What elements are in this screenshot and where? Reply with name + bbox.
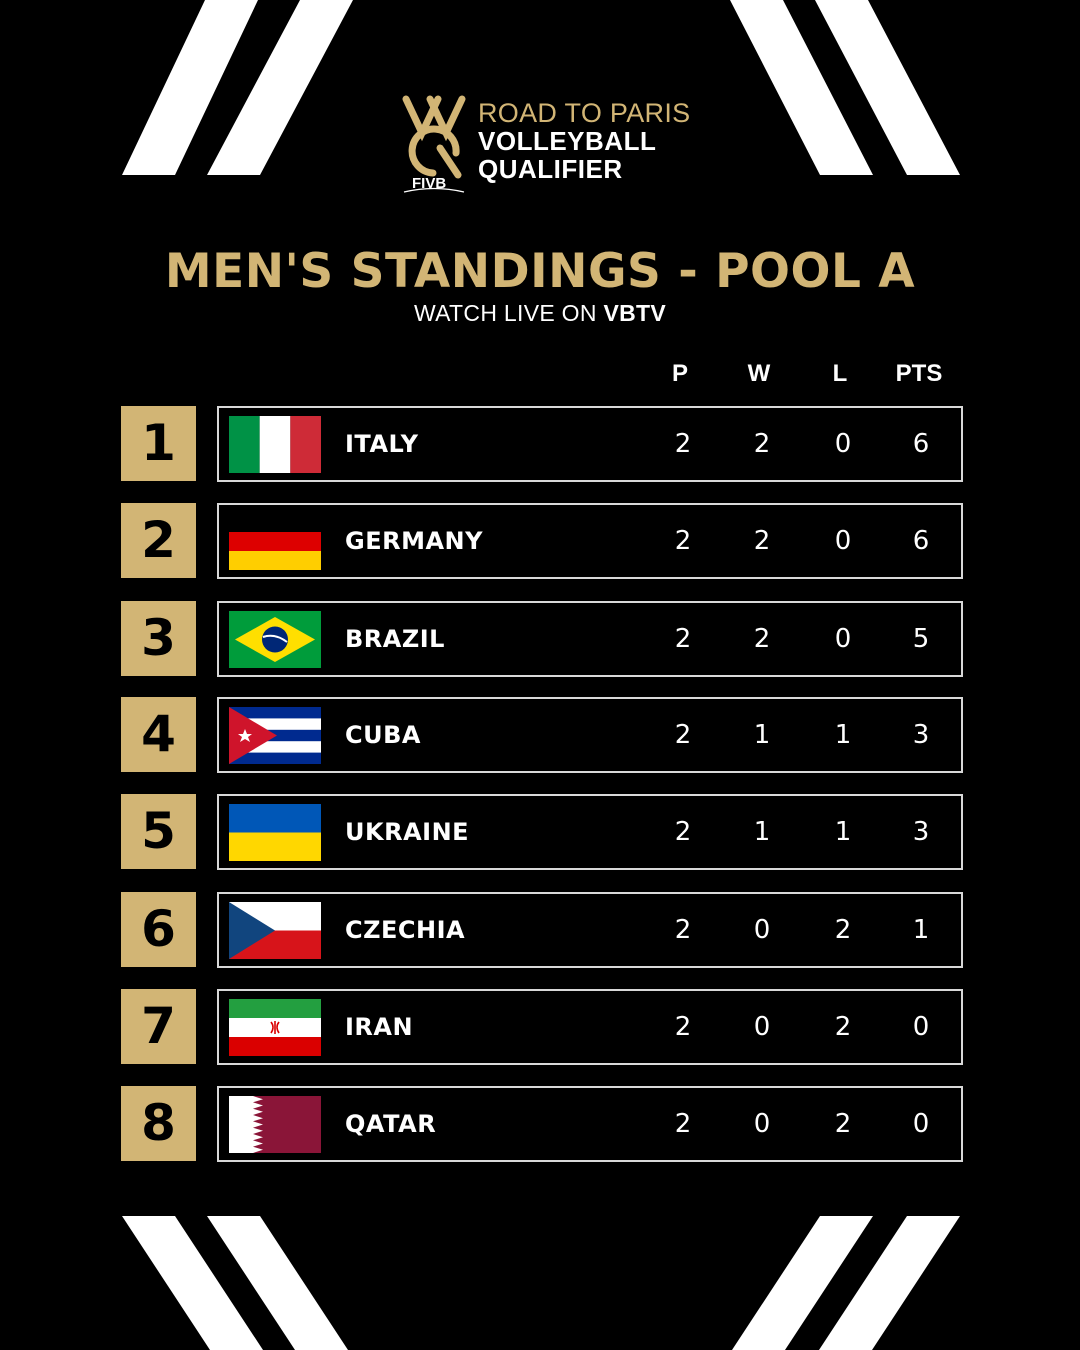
rank-badge: 4 bbox=[121, 697, 196, 772]
fivb-wordmark: FIVB bbox=[412, 175, 446, 192]
stat-wins: 0 bbox=[753, 915, 771, 945]
page-subtitle: WATCH LIVE ON VBTV bbox=[0, 300, 1080, 327]
stat-points: 6 bbox=[912, 429, 930, 459]
stat-points: 6 bbox=[912, 526, 930, 556]
rank-badge: 3 bbox=[121, 601, 196, 676]
stat-losses: 2 bbox=[834, 915, 852, 945]
event-logo: FIVB ROAD TO PARIS VOLLEYBALL QUALIFIER bbox=[400, 93, 700, 198]
country-name: IRAN bbox=[345, 1013, 414, 1041]
rank-badge: 6 bbox=[121, 892, 196, 967]
iran-flag-icon bbox=[229, 999, 321, 1056]
standings-row: 3 BRAZIL 2 2 0 5 bbox=[121, 601, 963, 677]
page-title: MEN'S STANDINGS - POOL A bbox=[164, 244, 916, 299]
standings-row: 6 CZECHIA 2 0 2 1 bbox=[121, 892, 963, 968]
rank-badge: 7 bbox=[121, 989, 196, 1064]
stat-losses: 2 bbox=[834, 1109, 852, 1139]
logo-text: ROAD TO PARIS VOLLEYBALL QUALIFIER bbox=[478, 99, 690, 183]
country-name: ITALY bbox=[345, 430, 419, 458]
stat-losses: 0 bbox=[834, 429, 852, 459]
column-header-points: PTS bbox=[895, 360, 943, 387]
standings-row: 7 IRAN 2 0 2 0 bbox=[121, 989, 963, 1065]
country-name: BRAZIL bbox=[345, 625, 445, 653]
team-row-box: UKRAINE 2 1 1 3 bbox=[217, 794, 963, 870]
stat-played: 2 bbox=[674, 817, 692, 847]
brazil-flag-icon bbox=[229, 611, 321, 668]
cuba-flag-icon bbox=[229, 707, 321, 764]
column-header-losses: L bbox=[832, 360, 848, 387]
stat-played: 2 bbox=[674, 526, 692, 556]
stat-played: 2 bbox=[674, 915, 692, 945]
qatar-flag-icon bbox=[229, 1096, 321, 1153]
country-name: QATAR bbox=[345, 1110, 437, 1138]
stat-wins: 2 bbox=[753, 526, 771, 556]
stat-played: 2 bbox=[674, 1012, 692, 1042]
rank-badge: 1 bbox=[121, 406, 196, 481]
stat-wins: 1 bbox=[753, 817, 771, 847]
logo-line-3: QUALIFIER bbox=[478, 154, 623, 184]
stat-wins: 2 bbox=[753, 429, 771, 459]
column-header-wins: W bbox=[747, 360, 771, 387]
team-row-box: BRAZIL 2 2 0 5 bbox=[217, 601, 963, 677]
stat-wins: 0 bbox=[753, 1012, 771, 1042]
team-row-box: ITALY 2 2 0 6 bbox=[217, 406, 963, 482]
standings-row: 2 GERMANY 2 2 0 6 bbox=[121, 503, 963, 579]
czechia-flag-icon bbox=[229, 902, 321, 959]
team-row-box: GERMANY 2 2 0 6 bbox=[217, 503, 963, 579]
standings-row: 4 CUBA 2 1 1 3 bbox=[121, 697, 963, 773]
italy-flag-icon bbox=[229, 416, 321, 473]
stat-played: 2 bbox=[674, 1109, 692, 1139]
stat-played: 2 bbox=[674, 429, 692, 459]
subtitle-highlight: VBTV bbox=[603, 300, 667, 326]
team-row-box: QATAR 2 0 2 0 bbox=[217, 1086, 963, 1162]
stat-points: 1 bbox=[912, 915, 930, 945]
stat-losses: 1 bbox=[834, 817, 852, 847]
stat-points: 5 bbox=[912, 624, 930, 654]
standings-row: 1 ITALY 2 2 0 6 bbox=[121, 406, 963, 482]
stat-losses: 2 bbox=[834, 1012, 852, 1042]
stat-wins: 2 bbox=[753, 624, 771, 654]
stat-points: 3 bbox=[912, 720, 930, 750]
stat-points: 3 bbox=[912, 817, 930, 847]
team-row-box: CZECHIA 2 0 2 1 bbox=[217, 892, 963, 968]
country-name: CZECHIA bbox=[345, 916, 466, 944]
stat-points: 0 bbox=[912, 1012, 930, 1042]
stat-points: 0 bbox=[912, 1109, 930, 1139]
team-row-box: CUBA 2 1 1 3 bbox=[217, 697, 963, 773]
subtitle-prefix: WATCH LIVE ON bbox=[413, 300, 604, 326]
stat-wins: 0 bbox=[753, 1109, 771, 1139]
germany-flag-icon bbox=[229, 513, 321, 570]
rank-badge: 8 bbox=[121, 1086, 196, 1161]
rank-badge: 2 bbox=[121, 503, 196, 578]
ukraine-flag-icon bbox=[229, 804, 321, 861]
stat-losses: 0 bbox=[834, 526, 852, 556]
stat-wins: 1 bbox=[753, 720, 771, 750]
stat-losses: 1 bbox=[834, 720, 852, 750]
rank-badge: 5 bbox=[121, 794, 196, 869]
stat-played: 2 bbox=[674, 624, 692, 654]
logo-line-2: VOLLEYBALL bbox=[478, 126, 657, 156]
country-name: UKRAINE bbox=[345, 818, 470, 846]
country-name: GERMANY bbox=[345, 527, 483, 555]
country-name: CUBA bbox=[345, 721, 421, 749]
logo-line-1: ROAD TO PARIS bbox=[478, 98, 691, 128]
standings-row: 8 QATAR 2 0 2 0 bbox=[121, 1086, 963, 1162]
standings-row: 5 UKRAINE 2 1 1 3 bbox=[121, 794, 963, 870]
fivb-emblem-icon: FIVB bbox=[402, 95, 466, 193]
stat-played: 2 bbox=[674, 720, 692, 750]
team-row-box: IRAN 2 0 2 0 bbox=[217, 989, 963, 1065]
column-header-played: P bbox=[671, 360, 688, 387]
stat-losses: 0 bbox=[834, 624, 852, 654]
